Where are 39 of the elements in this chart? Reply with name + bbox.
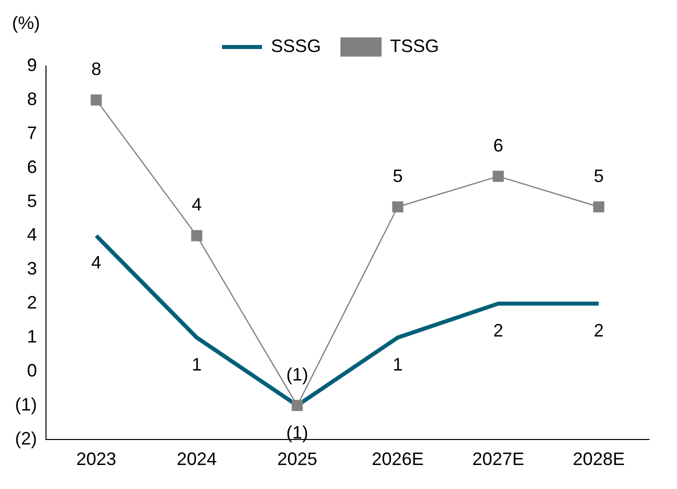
legend-label: TSSG (390, 36, 440, 56)
y-tick-label: (1) (15, 394, 37, 414)
y-tick-label: 4 (26, 224, 37, 245)
data-label: 5 (392, 166, 403, 186)
data-label: 6 (493, 135, 504, 156)
data-label: 4 (192, 194, 202, 215)
data-label: 5 (594, 166, 604, 186)
data-label: (1) (286, 422, 308, 442)
y-tick-label: 3 (26, 258, 37, 279)
y-tick-label: 7 (26, 122, 37, 143)
point (492, 170, 504, 182)
data-label: 8 (91, 58, 102, 79)
point (392, 201, 404, 212)
x-tick-label: 2027E (472, 449, 524, 470)
y-tick-label: (2) (15, 428, 37, 448)
y-axis-title: (%) (12, 12, 40, 33)
data-label: 2 (594, 320, 604, 341)
point (90, 94, 102, 106)
point (593, 201, 604, 212)
data-label: (1) (286, 364, 308, 384)
y-tick-label: 9 (26, 54, 37, 75)
x-tick-label: 2026E (372, 449, 424, 470)
x-tick-label: 2025 (277, 449, 318, 470)
data-label: 2 (493, 320, 504, 341)
legend-label: SSSG (270, 36, 322, 56)
y-tick-label: 6 (26, 156, 37, 177)
y-tick-label: 1 (26, 326, 37, 347)
data-label: 4 (91, 252, 102, 273)
y-tick-label: 5 (26, 190, 37, 211)
point (292, 400, 303, 412)
point (191, 230, 202, 242)
y-tick-label: 2 (26, 292, 37, 313)
x-tick-label: 2024 (176, 449, 217, 470)
y-tick-label: 8 (26, 88, 37, 109)
data-label: 1 (392, 354, 403, 375)
x-tick-label: 2028E (572, 449, 625, 470)
x-tick-label: 2023 (76, 449, 116, 470)
y-tick-label: 0 (26, 360, 37, 380)
data-label: 1 (192, 354, 202, 375)
